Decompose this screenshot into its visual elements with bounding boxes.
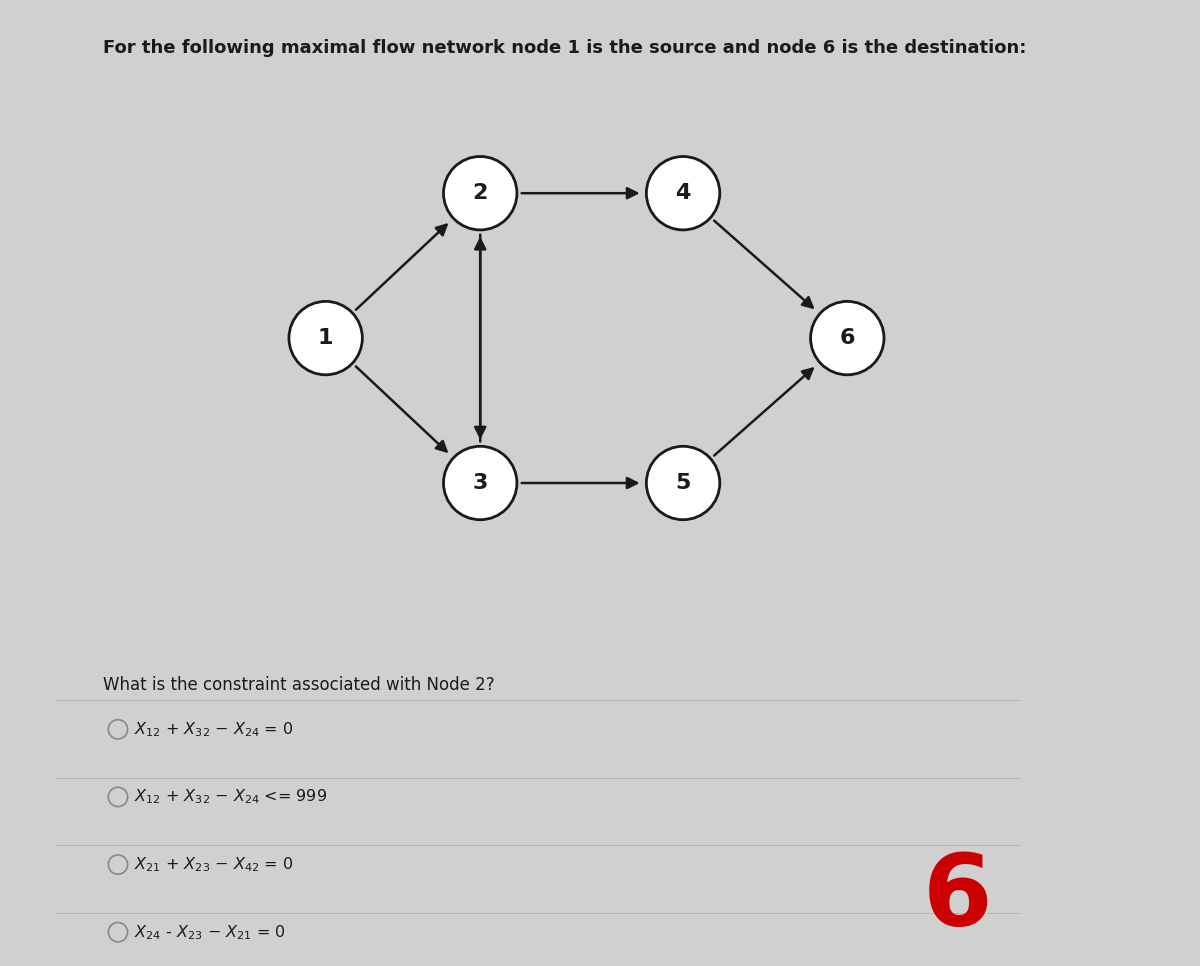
Text: For the following maximal flow network node 1 is the source and node 6 is the de: For the following maximal flow network n…	[103, 39, 1027, 57]
Text: $X_{21}$ + $X_{23}$ $-$ $X_{42}$ = 0: $X_{21}$ + $X_{23}$ $-$ $X_{42}$ = 0	[134, 855, 294, 874]
Text: $X_{12}$ + $X_{32}$ $-$ $X_{24}$ = 0: $X_{12}$ + $X_{32}$ $-$ $X_{24}$ = 0	[134, 720, 294, 739]
Text: $X_{12}$ + $X_{32}$ $-$ $X_{24}$ <= 999: $X_{12}$ + $X_{32}$ $-$ $X_{24}$ <= 999	[134, 787, 328, 807]
Circle shape	[444, 446, 517, 520]
Text: 5: 5	[676, 473, 691, 493]
Text: What is the constraint associated with Node 2?: What is the constraint associated with N…	[103, 676, 496, 695]
Text: 6: 6	[923, 850, 992, 947]
Circle shape	[647, 446, 720, 520]
Text: 1: 1	[318, 328, 334, 348]
Text: 6: 6	[840, 328, 856, 348]
Text: 2: 2	[473, 184, 488, 203]
Text: 4: 4	[676, 184, 691, 203]
Circle shape	[810, 301, 884, 375]
Circle shape	[444, 156, 517, 230]
Text: 3: 3	[473, 473, 488, 493]
Text: $X_{24}$ - $X_{23}$ $-$ $X_{21}$ = 0: $X_{24}$ - $X_{23}$ $-$ $X_{21}$ = 0	[134, 923, 286, 942]
Circle shape	[289, 301, 362, 375]
Circle shape	[647, 156, 720, 230]
